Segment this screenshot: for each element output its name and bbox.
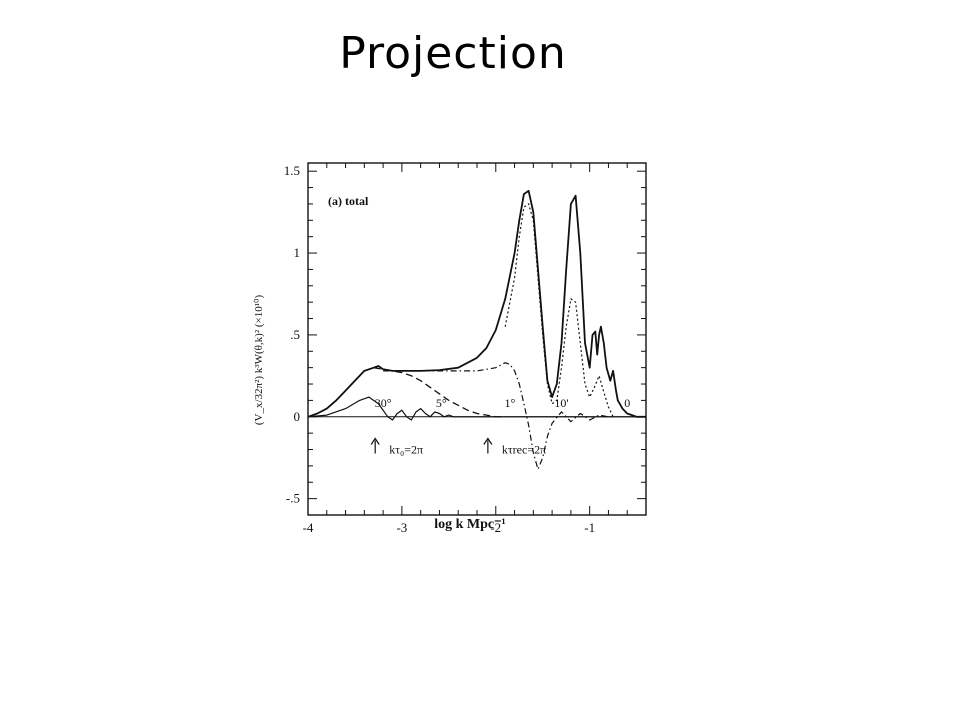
series-line-solid: [307, 189, 646, 418]
series-line-dashed: [373, 367, 506, 418]
x-tick-label: -1: [584, 520, 595, 535]
y-tick-label: -.5: [286, 491, 300, 506]
y-tick-label: 1: [294, 245, 301, 260]
y-tick-label: .5: [290, 327, 300, 342]
series-group: [307, 189, 646, 470]
x-tick-label: -3: [396, 520, 407, 535]
series-line-solid-thin: [307, 396, 646, 421]
x-axis-label: log k Mpc⁻¹: [434, 517, 505, 532]
x-tick-label: -4: [303, 520, 314, 535]
angle-label: 10': [554, 396, 568, 410]
y-tick-label: 0: [294, 409, 301, 424]
series-line-dashdot: [383, 362, 609, 470]
angle-label: 0: [624, 396, 630, 410]
annotations-group: 30° 5° 1° 10' 0 kτ₀=2π kτrec=2π: [370, 396, 630, 457]
up-arrow-head-icon: [370, 437, 380, 445]
angle-label: 5°: [436, 396, 447, 410]
angle-label: 30°: [375, 396, 392, 410]
x-tick-label: -2: [490, 520, 501, 535]
y-tick-label: 1.5: [284, 163, 300, 178]
y-axis-label: (V_x/32π²) k³W(θ,k)² (×10¹⁰): [253, 295, 265, 426]
arrow-annotation-label: kτ₀=2π: [389, 443, 423, 457]
arrow-annotation-label: kτrec=2π: [502, 443, 546, 457]
chart-figure: -4 -3 -2 -1 -.5 0 .5 1 1.5 30° 5° 1° 10' 0 kτ₀=2π kτre…: [253, 162, 647, 535]
axis-ticks-group: -4 -3 -2 -1 -.5 0 .5 1 1.5: [284, 163, 647, 535]
angle-label: 1°: [504, 396, 515, 410]
series-line-dotted: [504, 203, 614, 418]
panel-label: (a) total: [328, 194, 369, 208]
slide-title: Projection: [339, 28, 567, 79]
up-arrow-head-icon: [483, 437, 493, 445]
